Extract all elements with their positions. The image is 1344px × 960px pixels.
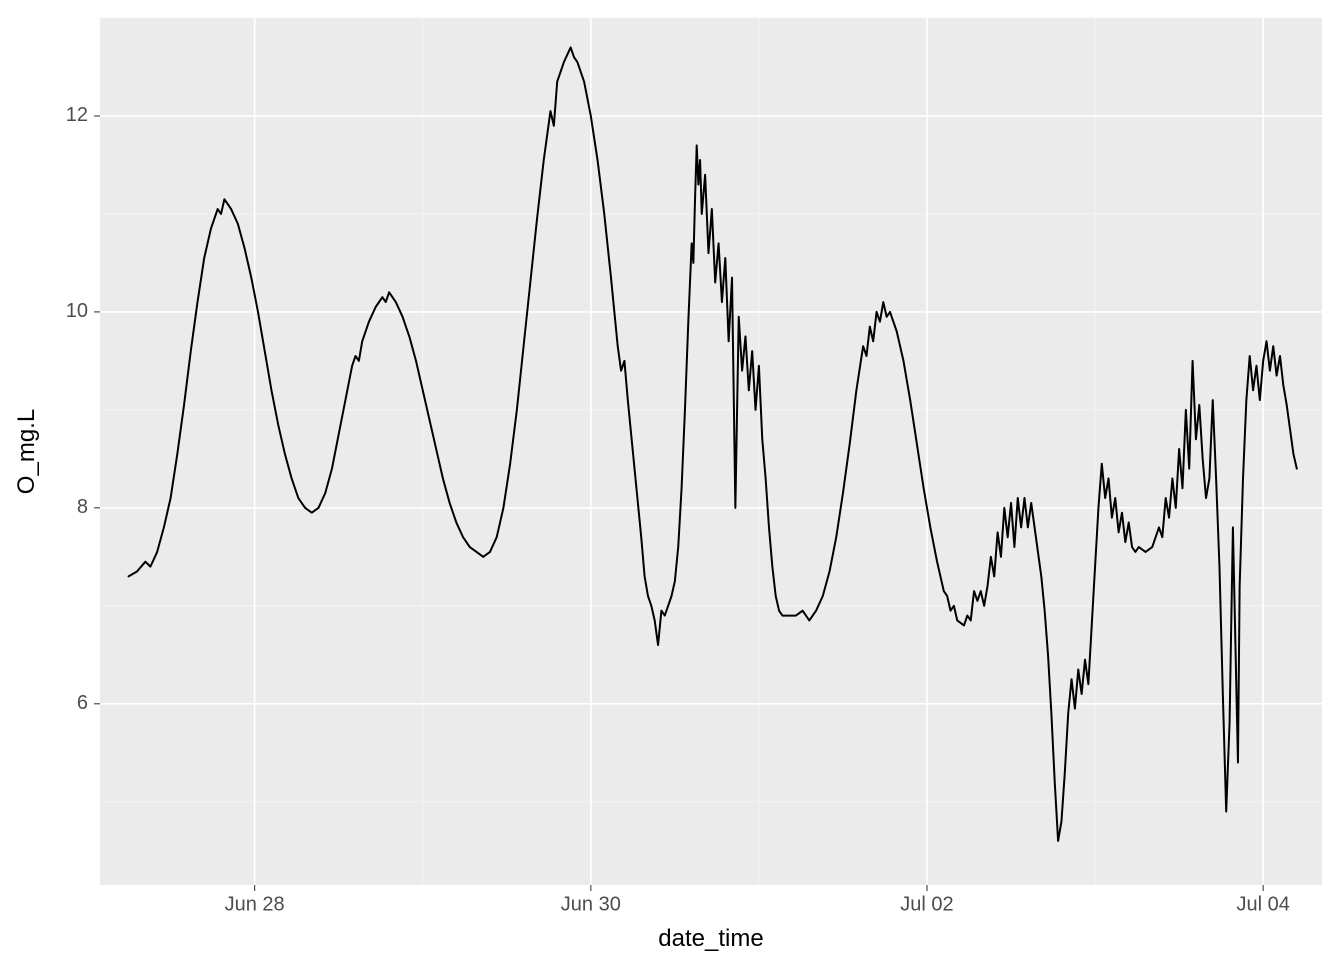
plot-panel bbox=[100, 18, 1322, 885]
x-tick-label: Jun 28 bbox=[225, 894, 285, 916]
y-axis-title: O_mg.L bbox=[13, 409, 40, 494]
x-tick-label: Jul 02 bbox=[900, 894, 953, 916]
y-tick-label: 8 bbox=[77, 496, 88, 518]
line-chart: 6 8 10 12 Jun 28 Jun 30 Jul 02 Jul 04 date_time O… bbox=[0, 0, 1344, 960]
y-tick-label: 6 bbox=[77, 692, 88, 714]
x-tick-label: Jun 30 bbox=[561, 894, 621, 916]
y-tick-label: 10 bbox=[66, 300, 88, 322]
x-axis-title: date_time bbox=[658, 925, 763, 952]
y-tick-label: 12 bbox=[66, 104, 88, 126]
x-tick-label: Jul 04 bbox=[1236, 894, 1289, 916]
